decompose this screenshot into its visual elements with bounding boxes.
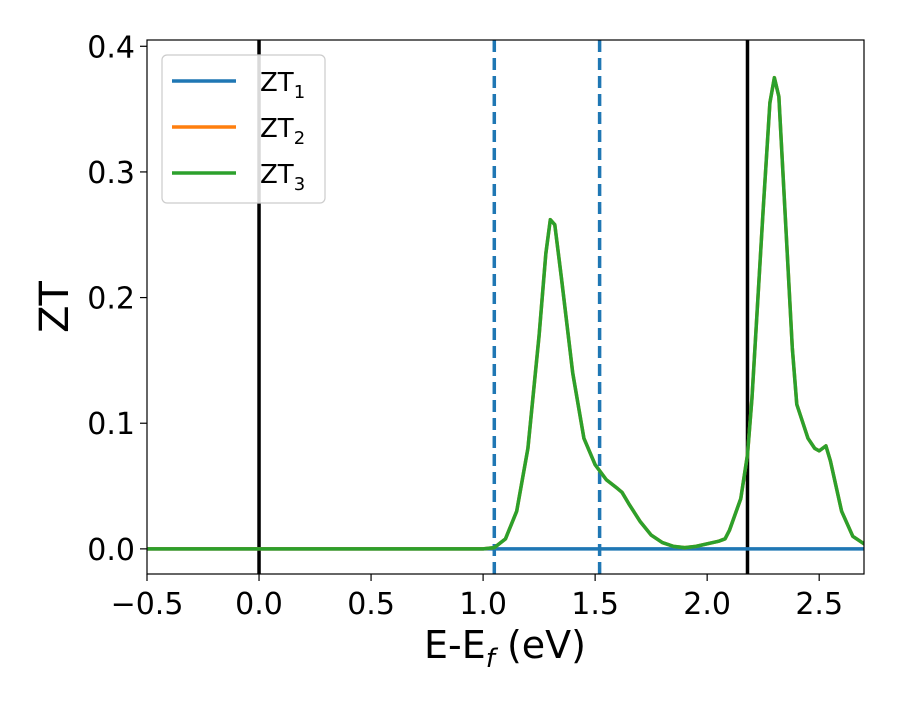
legend-box <box>161 54 326 204</box>
y-tick-label: 0.0 <box>87 533 135 568</box>
legend-label-name: ZT <box>260 68 294 98</box>
y-axis-label: ZT <box>32 281 78 333</box>
x-axis-label-main: E-E <box>424 623 486 667</box>
x-tick-label: 0.0 <box>235 587 283 622</box>
x-axis-label: E-Ef (eV) <box>424 623 586 674</box>
legend-label-subscript: 2 <box>294 128 305 149</box>
x-tick-label: 0.5 <box>347 587 395 622</box>
series-line-3 <box>147 75 864 551</box>
x-tick-label: −0.5 <box>111 587 184 622</box>
y-tick-label: 0.2 <box>87 282 135 317</box>
legend-label-name: ZT <box>260 160 294 190</box>
x-tick-label: 1.5 <box>571 587 619 622</box>
x-tick-label: 2.5 <box>795 587 843 622</box>
legend-label-subscript: 1 <box>294 82 305 103</box>
legend-label-3: ZT3 <box>260 160 305 195</box>
x-axis-label-unit: (eV) <box>495 623 586 667</box>
y-tick-label: 0.4 <box>87 30 135 65</box>
legend-label-1: ZT1 <box>260 68 305 103</box>
x-tick-label: 2.0 <box>683 587 731 622</box>
axes-frame <box>146 39 865 575</box>
legend-label-2: ZT2 <box>260 114 305 149</box>
y-tick-label: 0.1 <box>87 407 135 442</box>
x-tick-label: 1.0 <box>459 587 507 622</box>
legend-label-name: ZT <box>260 114 294 144</box>
y-tick-label: 0.3 <box>87 156 135 191</box>
legend-label-subscript: 3 <box>294 174 305 195</box>
